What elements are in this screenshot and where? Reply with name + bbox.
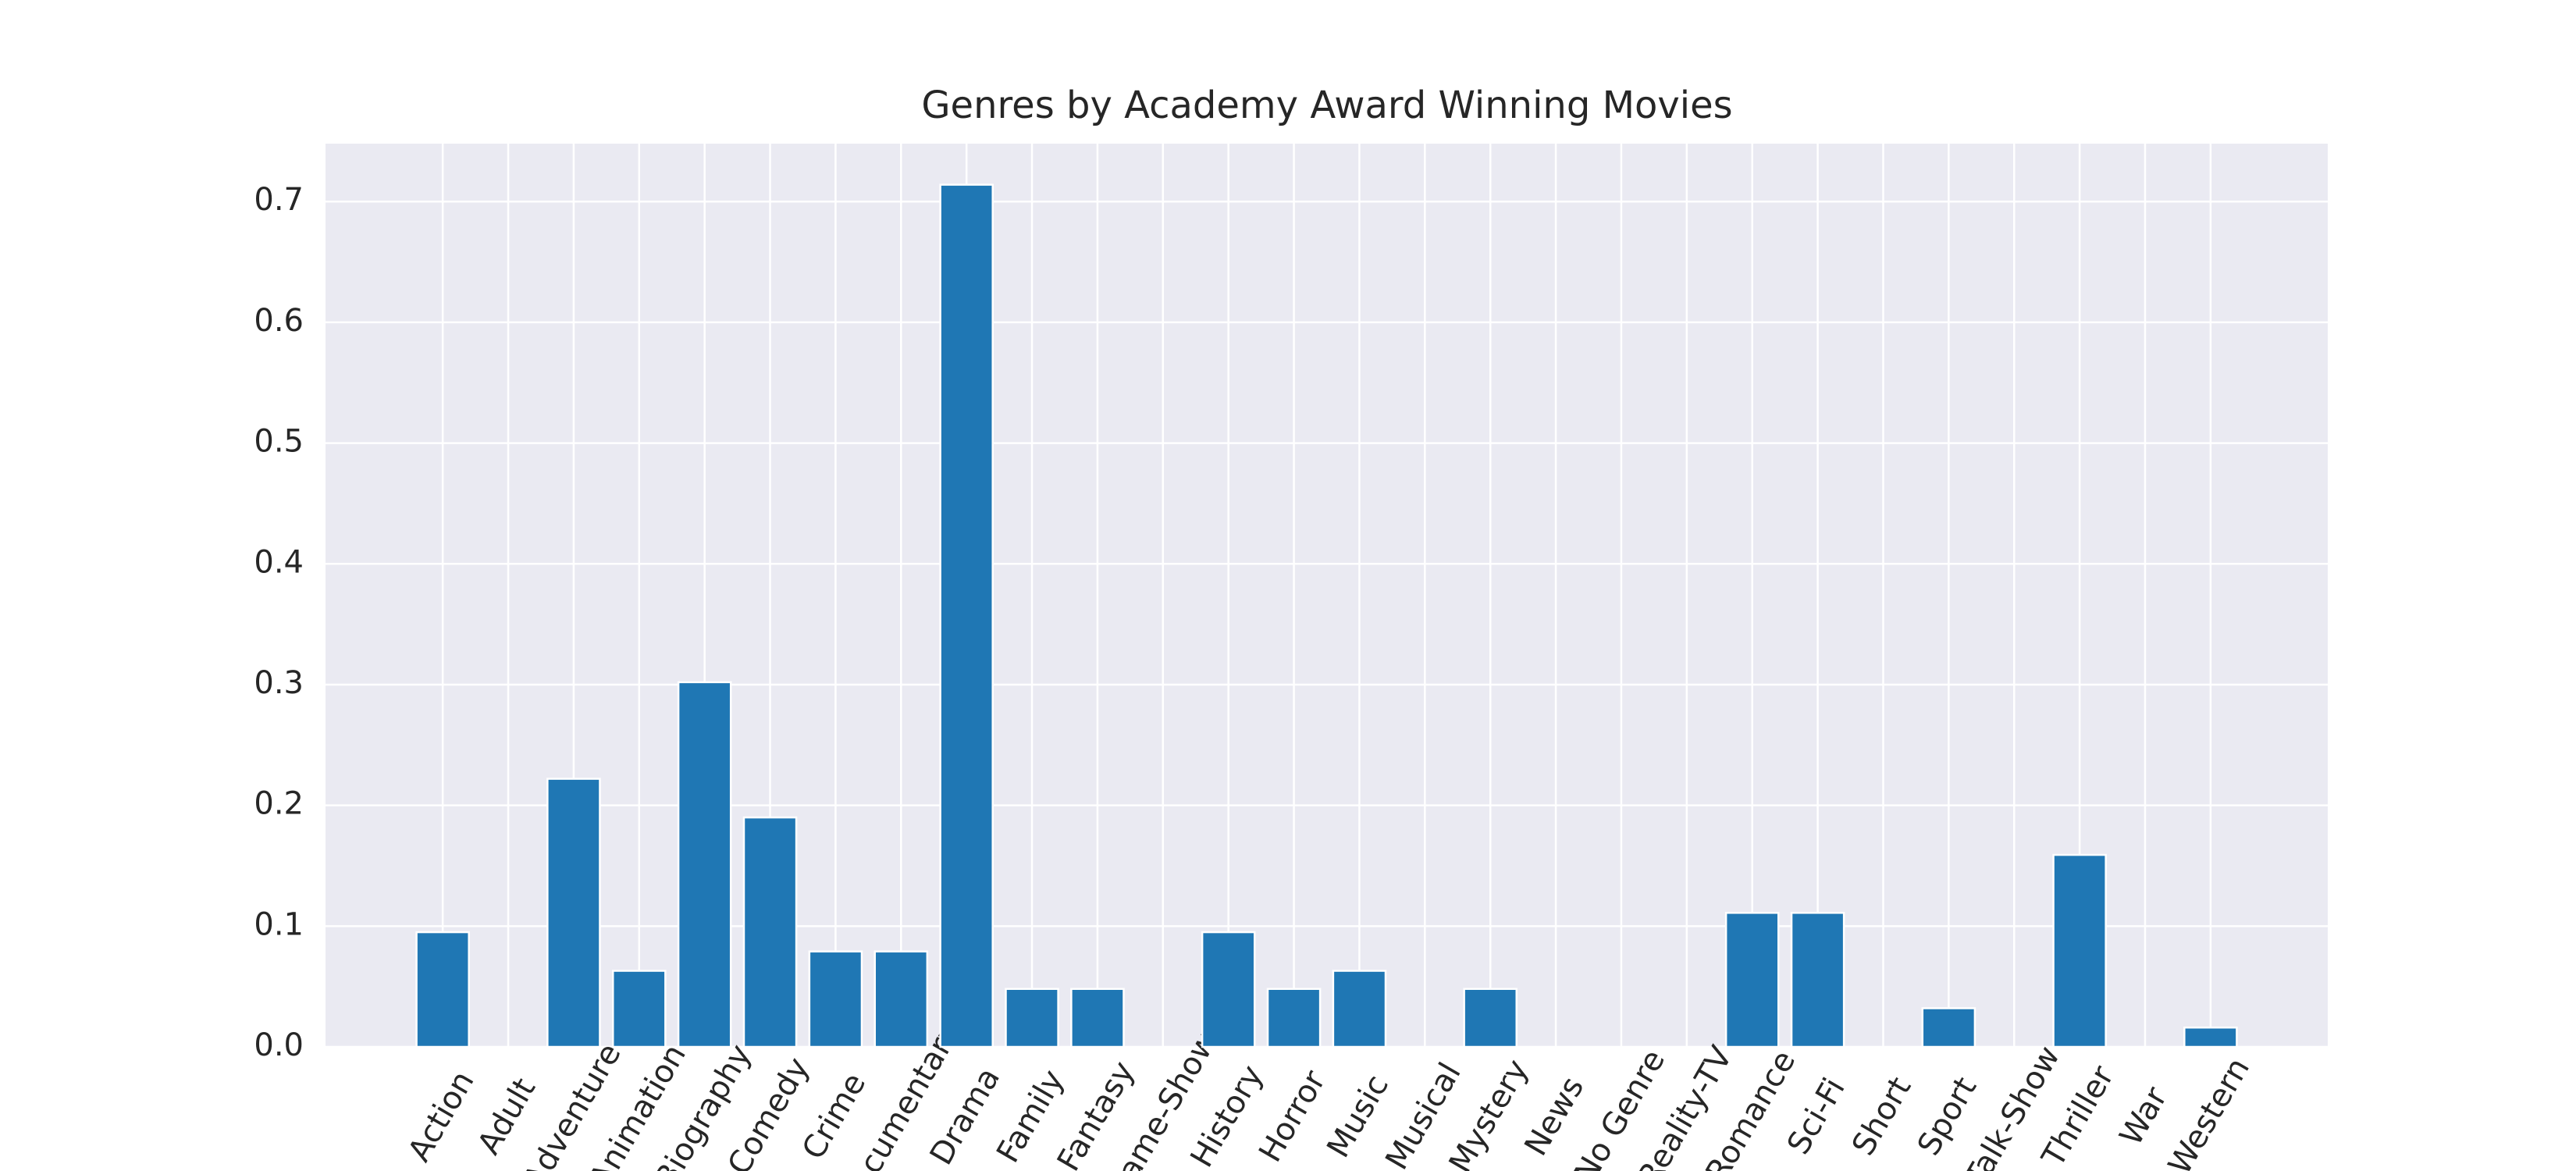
bar [415,931,470,1048]
x-tick-label: Western [2161,1052,2257,1171]
y-tick-label: 0.6 [254,303,304,339]
x-tick-label: Action [401,1065,481,1167]
x-tick-label: Sci-Fi [1781,1072,1852,1160]
bar [1201,931,1256,1048]
bar [1790,912,1845,1048]
bar [1332,970,1387,1048]
x-tick-label: Adult [471,1072,543,1160]
bar [1921,1007,1976,1048]
bar [1463,988,1517,1048]
x-tick-label: War [2113,1080,2175,1151]
y-tick-label: 0.1 [254,906,304,942]
bar [1005,988,1059,1048]
bar [611,970,667,1048]
y-tick-label: 0.5 [254,424,304,460]
bar [2052,853,2107,1048]
bar [2183,1027,2238,1048]
bar [873,950,929,1048]
bar [1724,912,1780,1048]
bar [677,681,732,1048]
bar [1266,988,1322,1048]
bar [546,778,601,1048]
y-tick-label: 0.0 [254,1027,304,1063]
bar [742,816,798,1048]
x-tick-label: Short [1845,1071,1919,1162]
chart-title: Genres by Academy Award Winning Movies [921,84,1732,127]
y-tick-label: 0.2 [254,786,304,822]
x-tick-label: Sport [1911,1071,1984,1162]
plot-background [326,144,2328,1047]
bar [939,183,994,1048]
y-tick-label: 0.7 [254,182,304,218]
bar [808,950,863,1048]
y-tick-label: 0.4 [254,544,304,580]
y-tick-label: 0.3 [254,665,304,701]
bar [1070,988,1125,1048]
